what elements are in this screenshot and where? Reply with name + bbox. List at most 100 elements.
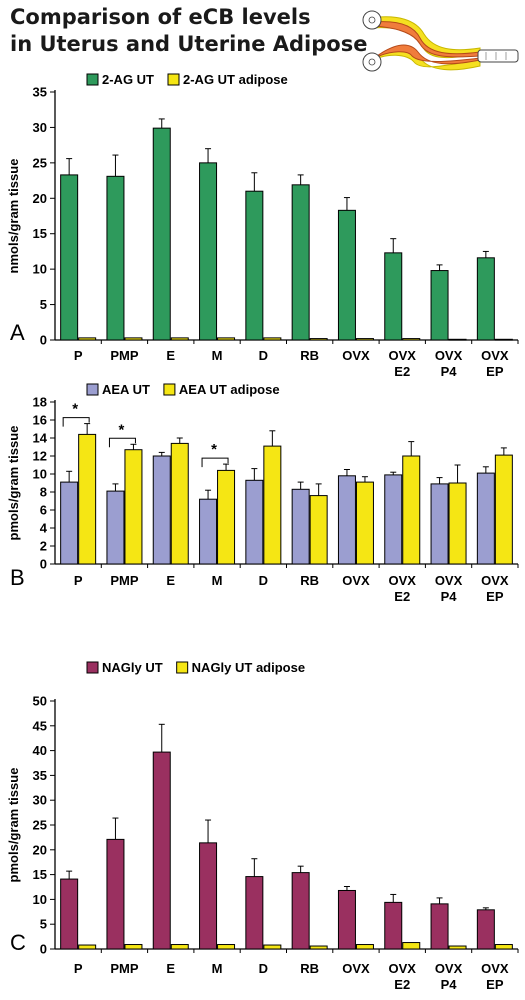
bar: [430, 903, 449, 950]
x-tick-label: PMP: [110, 961, 139, 976]
legend-label: NAGly UT: [102, 660, 163, 675]
x-tick-label: E: [166, 573, 175, 588]
bar: [494, 944, 513, 950]
y-axis-label: pmols/gram tissue: [6, 426, 21, 541]
y-tick-label: 50: [33, 694, 47, 709]
x-tick-label: E2: [394, 364, 410, 379]
panel-letter: C: [10, 930, 26, 955]
x-tick-label: OVX: [342, 573, 370, 588]
bar: [124, 449, 143, 565]
y-tick-label: 4: [40, 521, 48, 536]
x-tick-label: E2: [394, 589, 410, 604]
x-tick-label: OVX: [435, 573, 463, 588]
bar: [448, 945, 467, 950]
bar: [217, 469, 236, 565]
x-tick-label: OVX: [481, 961, 509, 976]
bar: [337, 475, 356, 565]
legend-label: NAGly UT adipose: [192, 660, 305, 675]
bar: [263, 944, 282, 950]
bar: [337, 209, 356, 341]
bar: [199, 498, 218, 565]
x-tick-label: E: [166, 961, 175, 976]
bar: [355, 481, 374, 565]
ovary-bottom: [362, 52, 382, 72]
x-tick-label: RB: [300, 573, 319, 588]
bar: [78, 433, 97, 565]
y-tick-label: 10: [33, 892, 47, 907]
bar: [152, 455, 171, 565]
y-tick-label: 6: [40, 503, 47, 518]
title-line-2: in Uterus and Uterine Adipose: [10, 32, 368, 56]
x-tick-label: P: [74, 348, 83, 363]
y-tick-label: 0: [40, 333, 47, 348]
significance-bracket: [201, 457, 229, 468]
bar: [402, 338, 421, 341]
y-axis-label: pmols/gram tissue: [6, 768, 21, 883]
x-tick-label: P: [74, 961, 83, 976]
y-tick-label: 25: [33, 818, 47, 833]
bar: [291, 872, 310, 950]
bar: [263, 445, 282, 565]
y-tick-label: 5: [40, 917, 47, 932]
bar: [476, 909, 495, 950]
y-tick-label: 15: [33, 226, 47, 241]
bar: [170, 442, 189, 565]
x-tick-label: OVX: [481, 348, 509, 363]
y-tick-label: 30: [33, 793, 47, 808]
bar: [124, 337, 143, 341]
ovary-top: [362, 10, 382, 30]
bar: [476, 472, 495, 565]
bar: [217, 337, 236, 341]
y-tick-label: 40: [33, 743, 47, 758]
legend-swatch: [86, 661, 99, 674]
bar: [430, 270, 449, 341]
y-tick-label: 45: [33, 718, 47, 733]
x-tick-label: P4: [441, 589, 458, 604]
bar: [60, 174, 79, 341]
cervix-shape: [477, 49, 519, 63]
bar: [384, 474, 403, 565]
bar: [476, 257, 495, 341]
x-tick-label: RB: [300, 961, 319, 976]
legend-swatch: [86, 383, 99, 396]
x-tick-label: OVX: [389, 348, 417, 363]
bar: [494, 454, 513, 565]
bar: [402, 942, 421, 950]
y-tick-label: 20: [33, 842, 47, 857]
bar: [245, 479, 264, 565]
significance-star: *: [211, 441, 217, 458]
bar: [106, 175, 125, 341]
significance-star: *: [119, 421, 125, 438]
bar: [245, 190, 264, 341]
panel-letter: A: [10, 320, 25, 345]
x-tick-label: OVX: [435, 961, 463, 976]
bar: [152, 751, 171, 950]
y-tick-label: 0: [40, 557, 47, 572]
y-tick-label: 35: [33, 85, 47, 100]
legend-label: 2-AG UT adipose: [183, 72, 288, 87]
y-tick-label: 14: [33, 431, 48, 446]
bar: [217, 944, 236, 950]
bar: [430, 483, 449, 565]
y-tick-label: 20: [33, 191, 47, 206]
bar: [309, 945, 328, 950]
y-tick-label: 12: [33, 449, 47, 464]
x-tick-label: PMP: [110, 573, 139, 588]
y-tick-label: 16: [33, 413, 47, 428]
figure-title: Comparison of eCB levels in Uterus and U…: [10, 4, 370, 58]
bar: [199, 162, 218, 341]
x-tick-label: RB: [300, 348, 319, 363]
x-tick-label: E2: [394, 977, 410, 992]
bar: [309, 495, 328, 565]
x-tick-label: M: [212, 573, 223, 588]
panel-letter: B: [10, 565, 25, 590]
legend-label: AEA UT: [102, 382, 150, 397]
bar: [60, 878, 79, 950]
x-tick-label: PMP: [110, 348, 139, 363]
y-axis-label: nmols/gram tissue: [6, 159, 21, 274]
bar: [448, 338, 467, 341]
